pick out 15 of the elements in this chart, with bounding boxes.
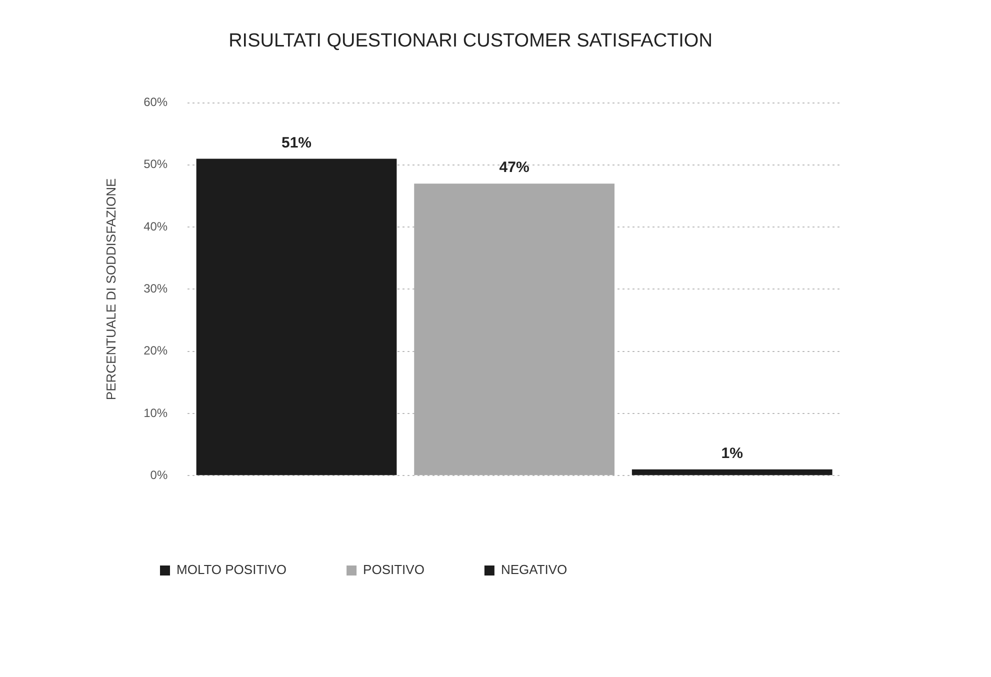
y-axis-title: PERCENTUALE DI SODDISFAZIONE (103, 178, 118, 400)
legend-label: POSITIVO (363, 562, 424, 578)
y-tick-label: 20% (144, 344, 168, 358)
data-label: 1% (721, 445, 743, 462)
y-tick-label: 60% (144, 95, 168, 110)
legend-label: MOLTO POSITIVO (176, 562, 287, 578)
legend-label: NEGATIVO (500, 562, 568, 578)
data-label: 47% (499, 159, 530, 176)
data-label: 51% (282, 134, 312, 152)
y-tick-label: 0% (150, 468, 168, 482)
y-tick-label: 40% (144, 219, 168, 234)
chart-title: RISULTATI QUESTIONARI CUSTOMER SATISFACTION (228, 30, 712, 52)
y-tick-label: 10% (144, 406, 168, 420)
y-tick-label: 50% (144, 157, 168, 172)
y-tick-label: 30% (144, 282, 168, 296)
